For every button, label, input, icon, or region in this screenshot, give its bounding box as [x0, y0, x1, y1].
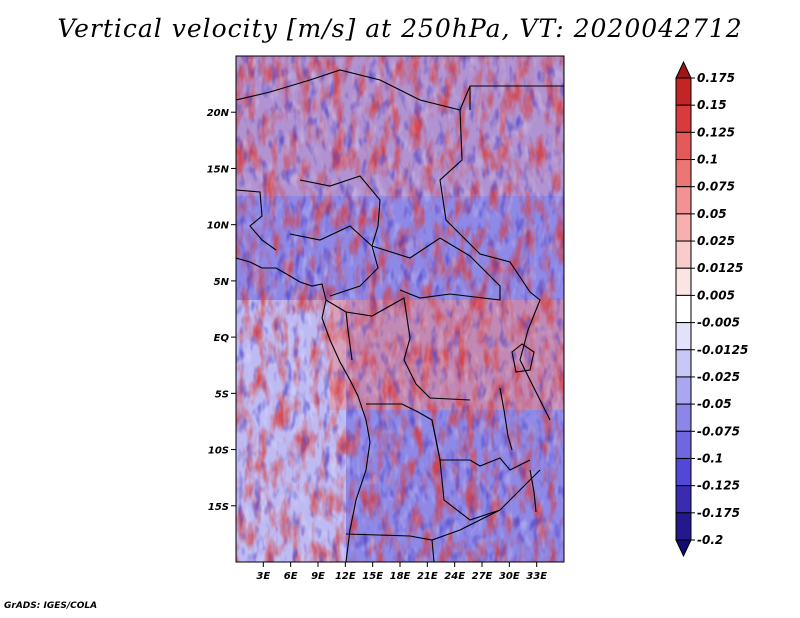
border-zambia	[431, 419, 541, 521]
colorbar-label: 0.15	[697, 98, 727, 112]
x-axis: 3E 6E 9E 12E 15E 18E 21E 24E 27E 30E 33E	[256, 562, 547, 582]
colorbar-label: 0.0125	[697, 261, 743, 275]
colorbar-label: -0.005	[697, 316, 740, 330]
colorbar-label: -0.075	[697, 424, 740, 438]
vertical-velocity-map	[236, 56, 564, 562]
colorbar-segment	[675, 403, 692, 432]
colorbar-arrow-bottom	[675, 539, 692, 558]
y-tick-label: 5N	[214, 277, 230, 288]
colorbar-label: -0.05	[697, 397, 732, 411]
colorbar-segment	[675, 131, 692, 161]
colorbar-label: -0.0125	[697, 343, 748, 357]
x-tick-label: 9E	[311, 571, 325, 582]
colorbar-label: 0.175	[697, 71, 735, 85]
x-tick-label: 15E	[362, 571, 383, 582]
y-tick-label: 5S	[215, 389, 229, 400]
colorbar-label: 0.05	[697, 207, 727, 221]
colorbar-segment	[675, 485, 692, 514]
footer-credit: GrADS: IGES/COLA	[4, 601, 98, 611]
x-tick-label: 18E	[390, 571, 411, 582]
border-angola	[366, 403, 531, 471]
colorbar-label: 0.025	[697, 234, 735, 248]
y-tick-label: 20N	[207, 108, 230, 119]
colorbar-segment	[675, 213, 692, 242]
coastline-west-africa	[236, 257, 371, 562]
colorbar: 0.175 0.15 0.125 0.1 0.075 0.05 0.025 0.0125 0.0…	[675, 60, 748, 558]
border-lake-victoria	[511, 343, 535, 373]
colorbar-label: -0.125	[697, 479, 740, 493]
colorbar-label: 0.075	[697, 180, 735, 194]
y-tick-label: EQ	[214, 333, 230, 344]
colorbar-segment	[675, 186, 692, 215]
field-neutral-cells	[243, 59, 564, 562]
x-tick-label: 30E	[499, 571, 520, 582]
colorbar-label: -0.025	[697, 370, 740, 384]
colorbar-segment	[675, 294, 692, 324]
border-chad-sudan	[439, 109, 531, 293]
border-car	[371, 237, 501, 301]
colorbar-segment	[675, 240, 692, 269]
colorbar-segment	[675, 376, 692, 405]
x-tick-label: 6E	[284, 571, 298, 582]
border-west	[236, 189, 277, 251]
y-tick-label: 10S	[208, 446, 229, 457]
colorbar-arrow-top	[675, 60, 692, 79]
colorbar-label: 0.125	[697, 125, 735, 139]
colorbar-segment	[675, 430, 692, 459]
colorbar-label: 0.1	[697, 153, 718, 167]
x-tick-label: 21E	[417, 571, 438, 582]
colorbar-label: 0.005	[697, 288, 735, 302]
colorbar-segment	[675, 457, 692, 487]
colorbar-label: -0.175	[697, 506, 740, 520]
x-tick-label: 33E	[526, 571, 547, 582]
border-sahara-north	[236, 69, 564, 111]
y-tick-label: 15N	[207, 164, 230, 175]
boundaries	[236, 69, 564, 562]
colorbar-segment	[675, 349, 692, 378]
colorbar-segment	[675, 159, 692, 188]
y-tick-label: 10N	[207, 221, 230, 232]
x-tick-label: 24E	[444, 571, 465, 582]
x-tick-label: 27E	[472, 571, 493, 582]
colorbar-segment	[675, 77, 692, 106]
border-lake-malawi	[529, 469, 537, 513]
y-tick-label: 15S	[208, 502, 229, 513]
colorbar-segment	[675, 512, 692, 541]
x-tick-label: 12E	[335, 571, 356, 582]
border-lake-tanganyika	[499, 387, 513, 451]
colorbar-label: -0.2	[697, 533, 723, 547]
colorbar-segment	[675, 104, 692, 133]
border-east-africa	[519, 291, 551, 421]
border-congo-drc	[345, 297, 471, 401]
colorbar-label: -0.1	[697, 451, 723, 465]
y-axis: 20N 15N 10N 5N EQ 5S 10S 15S	[207, 108, 236, 513]
colorbar-segment	[675, 267, 692, 296]
x-tick-label: 3E	[256, 571, 270, 582]
colorbar-segment	[675, 322, 692, 351]
border-cameroon-gabon	[325, 299, 353, 361]
border-niger-chad	[299, 175, 381, 247]
border-south	[431, 539, 435, 562]
chart-title: Vertical velocity [m/s] at 250hPa, VT: 2…	[57, 14, 743, 43]
